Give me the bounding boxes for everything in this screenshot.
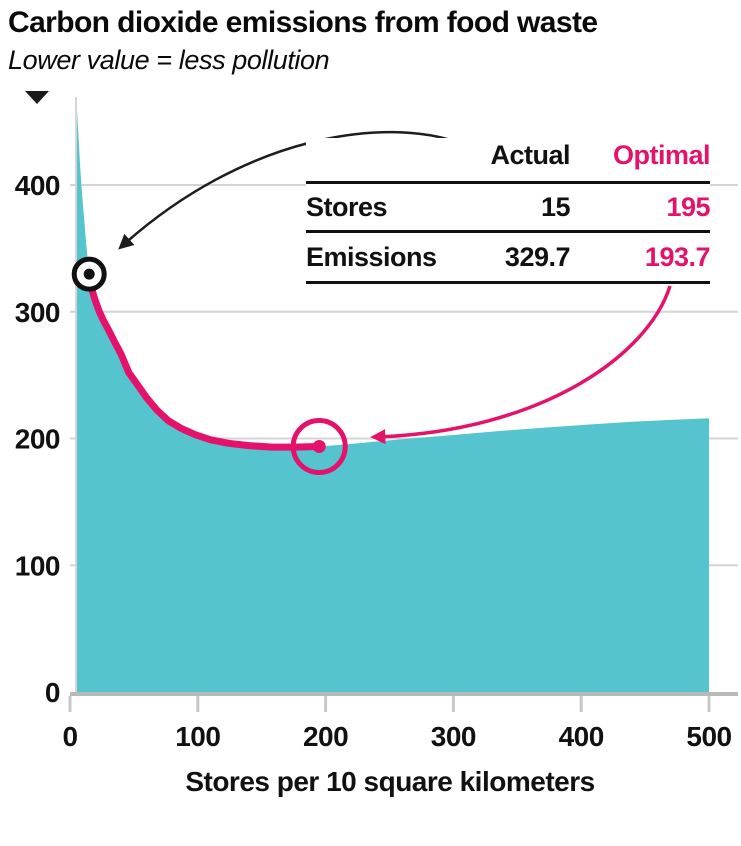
y-tick-label-200: 200 xyxy=(15,424,60,455)
y-tick-label-100: 100 xyxy=(15,550,60,581)
emissions-actual-value: 329.7 xyxy=(504,241,571,272)
y-tick-label-0: 0 xyxy=(45,677,60,708)
table-row: Stores 15 195 xyxy=(306,184,711,233)
actual-marker-dot xyxy=(83,268,95,280)
emissions-area-series xyxy=(77,110,709,692)
x-tick-label-300: 300 xyxy=(431,721,476,752)
y-tick-label-400: 400 xyxy=(15,170,60,201)
emissions-optimal-value: 193.7 xyxy=(644,241,711,272)
chart-subtitle: Lower value = less pollution xyxy=(8,44,330,75)
callout-header-actual: Actual xyxy=(490,140,570,170)
x-axis-title: Stores per 10 square kilometers xyxy=(185,766,594,797)
x-tick-label-200: 200 xyxy=(303,721,348,752)
x-tick-label-100: 100 xyxy=(175,721,220,752)
x-tick-label-0: 0 xyxy=(62,721,77,752)
chart-header: Carbon dioxide emissions from food waste… xyxy=(8,6,708,76)
stores-optimal-value: 195 xyxy=(666,191,710,222)
stores-actual-value: 15 xyxy=(540,191,571,222)
chart-title: Carbon dioxide emissions from food waste xyxy=(8,6,598,39)
y-tick-label-300: 300 xyxy=(15,297,60,328)
callout-table-header-row: Actual Optimal xyxy=(306,138,711,184)
optimal-annotation-arrow xyxy=(370,285,672,445)
table-row: Emissions 329.7 193.7 xyxy=(306,233,711,284)
stores-row-label: Stores xyxy=(306,191,388,222)
optimal-marker-ring xyxy=(290,418,348,475)
x-tick-label-500: 500 xyxy=(686,721,731,752)
emissions-row-label: Emissions xyxy=(306,241,437,272)
highlight-curve xyxy=(85,270,323,451)
callout-header-optimal: Optimal xyxy=(612,140,711,170)
callout-table: Actual Optimal Stores 15 195 Emissions 3… xyxy=(306,138,711,284)
axis-top-triangle-icon xyxy=(25,91,49,104)
x-tick-label-400: 400 xyxy=(559,721,604,752)
optimal-marker-dot xyxy=(312,440,326,453)
